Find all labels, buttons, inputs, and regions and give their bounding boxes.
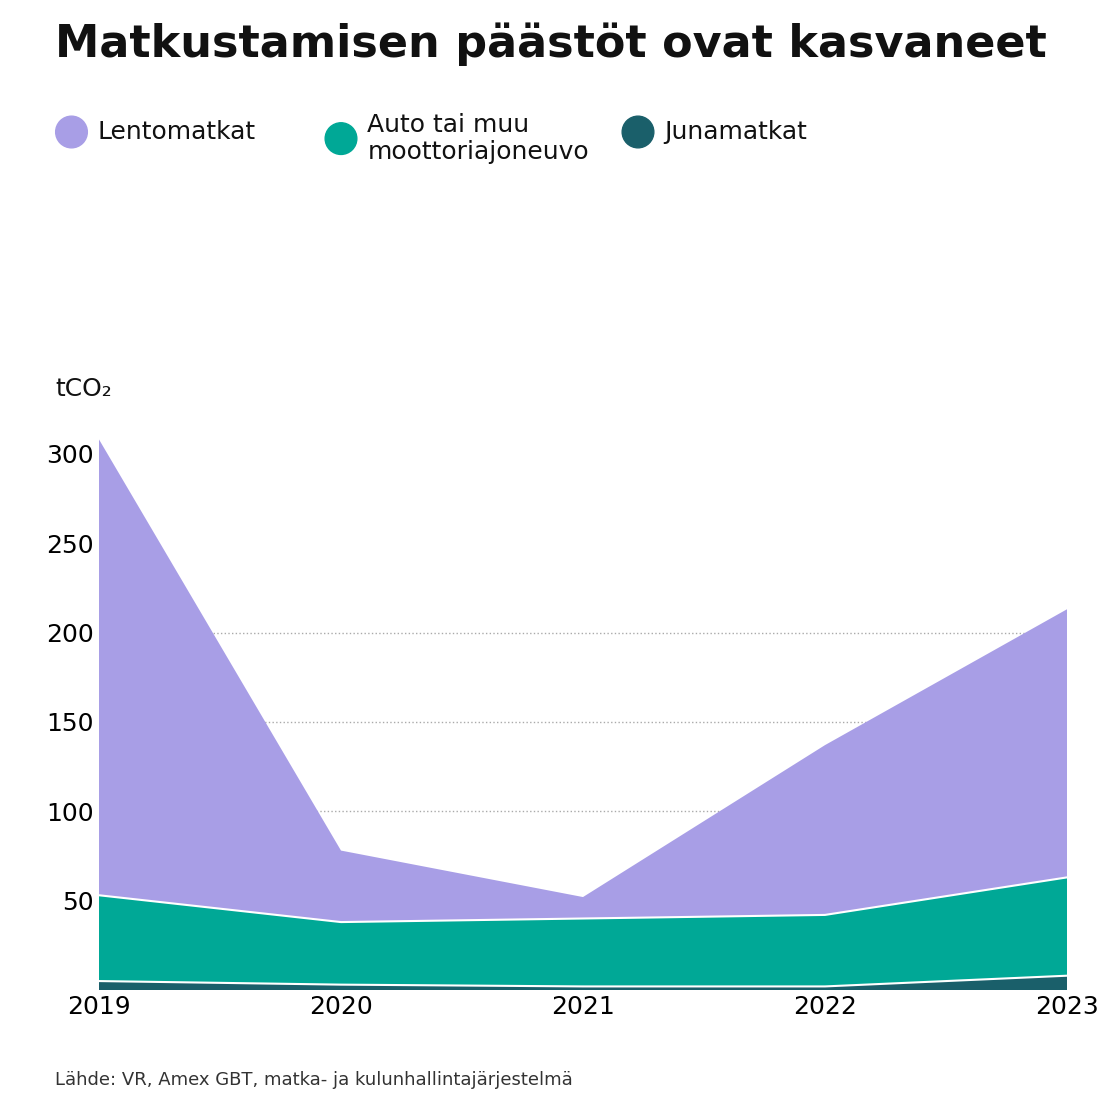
Circle shape bbox=[326, 123, 356, 154]
Text: Lentomatkat: Lentomatkat bbox=[98, 120, 256, 144]
Text: Auto tai muu
moottoriajoneuvo: Auto tai muu moottoriajoneuvo bbox=[367, 112, 588, 165]
Text: Matkustamisen päästöt ovat kasvaneet: Matkustamisen päästöt ovat kasvaneet bbox=[55, 22, 1047, 66]
Text: tCO₂: tCO₂ bbox=[55, 377, 112, 402]
Circle shape bbox=[623, 117, 653, 147]
Circle shape bbox=[56, 117, 87, 147]
Text: Lähde: VR, Amex GBT, matka- ja kulunhallintajärjestelmä: Lähde: VR, Amex GBT, matka- ja kulunhall… bbox=[55, 1071, 573, 1089]
Text: Junamatkat: Junamatkat bbox=[664, 120, 807, 144]
